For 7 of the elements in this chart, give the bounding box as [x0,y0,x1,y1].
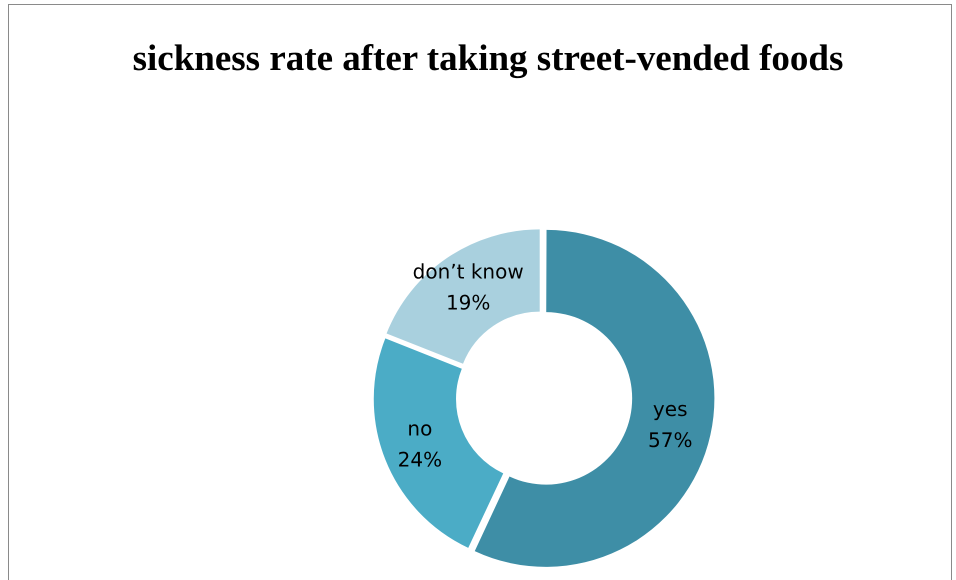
chart-title: sickness rate after taking street-vended foods [132,37,844,81]
slice-label: don’t know [412,260,524,284]
slice-label: no [407,416,432,441]
data-label: 19% [446,290,490,315]
data-label: 57% [648,428,692,452]
data-label: 24% [398,448,442,472]
slice-label: yes [652,396,688,421]
